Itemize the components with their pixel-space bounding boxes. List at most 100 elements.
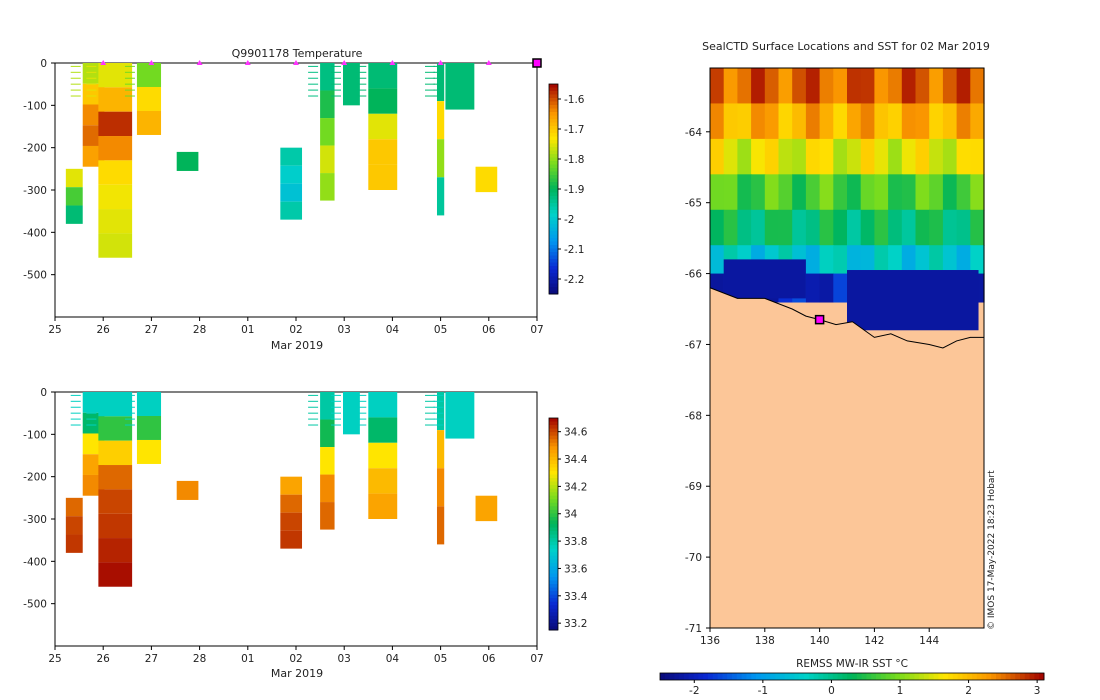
sst-cell (778, 68, 793, 105)
sst-colorbar-segment (828, 673, 834, 680)
y-tick-label: -100 (23, 100, 47, 112)
sst-colorbar-segment (861, 673, 867, 680)
profile-cell (320, 447, 335, 475)
profile-cell (65, 497, 83, 517)
sst-cell (847, 209, 862, 246)
profile-cell (368, 417, 398, 443)
colorbar-segment (549, 534, 558, 539)
sst-cell (833, 68, 848, 105)
sst-cell (764, 68, 780, 105)
map-y-tick-label: -65 (685, 198, 702, 210)
sst-cell (805, 273, 821, 303)
x-tick-label: 05 (434, 324, 447, 336)
sst-colorbar-segment (991, 673, 997, 680)
colorbar-tick-label: 33.4 (564, 591, 588, 603)
profile-cell (280, 183, 303, 202)
colorbar-segment (549, 283, 558, 288)
sst-colorbar-frame (659, 672, 1045, 681)
sst-cell (860, 68, 875, 105)
colorbar-segment (549, 199, 558, 204)
map-x-tick-label: 138 (755, 635, 775, 647)
colorbar-segment (549, 154, 558, 158)
colorbar-segment (549, 119, 558, 123)
sst-colorbar-segment (688, 673, 695, 680)
sst-colorbar-segment (847, 673, 853, 680)
surface-marker (485, 60, 492, 65)
profile-cell (368, 442, 398, 469)
colorbar-segment (549, 626, 558, 631)
colorbar-segment (549, 492, 558, 497)
sst-colorbar-segment (1015, 673, 1021, 680)
sst-colorbar-segment (756, 673, 762, 680)
sst-colorbar-segment (876, 673, 882, 680)
sst-cell (888, 103, 903, 140)
profile-cell (475, 166, 498, 193)
profile-cell (342, 392, 360, 435)
sst-cell (860, 174, 875, 211)
sst-colorbar-segment (957, 673, 963, 680)
sst-colorbar-segment (914, 673, 920, 680)
sst-colorbar-segment (674, 673, 680, 680)
sst-cell (833, 245, 848, 275)
sst-cell (833, 138, 848, 175)
colorbar-segment (549, 428, 558, 433)
sst-colorbar-segment (741, 673, 747, 680)
map-frame (709, 67, 985, 629)
sst-cell (833, 174, 848, 211)
sst-cell (942, 103, 958, 140)
profile-cell (98, 416, 133, 441)
profile-cell (436, 101, 445, 140)
x-tick-label: 01 (241, 653, 254, 665)
sst-colorbar-segment (669, 673, 675, 680)
sst-cell (819, 209, 834, 246)
sst-cell (710, 103, 725, 140)
colorbar-tick-label: -2.1 (564, 244, 585, 256)
colorbar-segment (549, 573, 558, 578)
profile-cell (320, 118, 335, 146)
sst-cell (805, 68, 821, 105)
map-y-tick-label: -66 (685, 269, 702, 281)
map-title: SealCTD Surface Locations and SST for 02… (702, 40, 990, 53)
surface-marker (100, 60, 107, 65)
sst-colorbar-segment (842, 673, 848, 680)
profile-cell (368, 392, 398, 418)
colorbar-segment (549, 245, 558, 249)
sst-cell (901, 138, 917, 175)
sst-colorbar-segment (972, 673, 978, 680)
sst-colorbar-segment (760, 673, 767, 680)
sst-cell (764, 174, 780, 211)
sst-cell (915, 245, 930, 275)
profile-cell (436, 139, 445, 178)
sst-cell (901, 68, 917, 105)
colorbar-segment (549, 513, 558, 518)
sst-colorbar-segment (770, 673, 776, 680)
sst-colorbar-segment (780, 673, 786, 680)
sst-cell (819, 138, 834, 175)
sst-colorbar-segment (765, 673, 771, 680)
sst-cell (874, 245, 889, 275)
profile-cell (445, 392, 475, 439)
sst-cell (805, 103, 821, 140)
colorbar-tick-label: 34.2 (564, 481, 587, 493)
profile-cell (280, 530, 303, 549)
sst-colorbar-segment (693, 673, 699, 680)
colorbar-segment (549, 126, 558, 130)
profile-cell (445, 63, 475, 110)
colorbar-tick-label: -1.9 (564, 184, 585, 196)
y-tick-label: -300 (23, 514, 47, 526)
colorbar-segment (549, 425, 558, 430)
sst-colorbar-segment (736, 673, 743, 680)
x-tick-label: 26 (97, 653, 111, 665)
colorbar-segment (549, 467, 558, 472)
sst-colorbar-tick-label: 0 (828, 685, 835, 697)
profile-cell (280, 512, 303, 531)
temperature-x-label: Mar 2019 (271, 339, 323, 352)
sst-cell (874, 209, 889, 246)
sst-colorbar-segment (933, 673, 939, 680)
sst-cell (778, 138, 793, 175)
sst-cold-patch (723, 259, 806, 299)
sst-cell (942, 68, 958, 105)
colorbar-segment (549, 147, 558, 151)
colorbar-segment (549, 136, 558, 141)
